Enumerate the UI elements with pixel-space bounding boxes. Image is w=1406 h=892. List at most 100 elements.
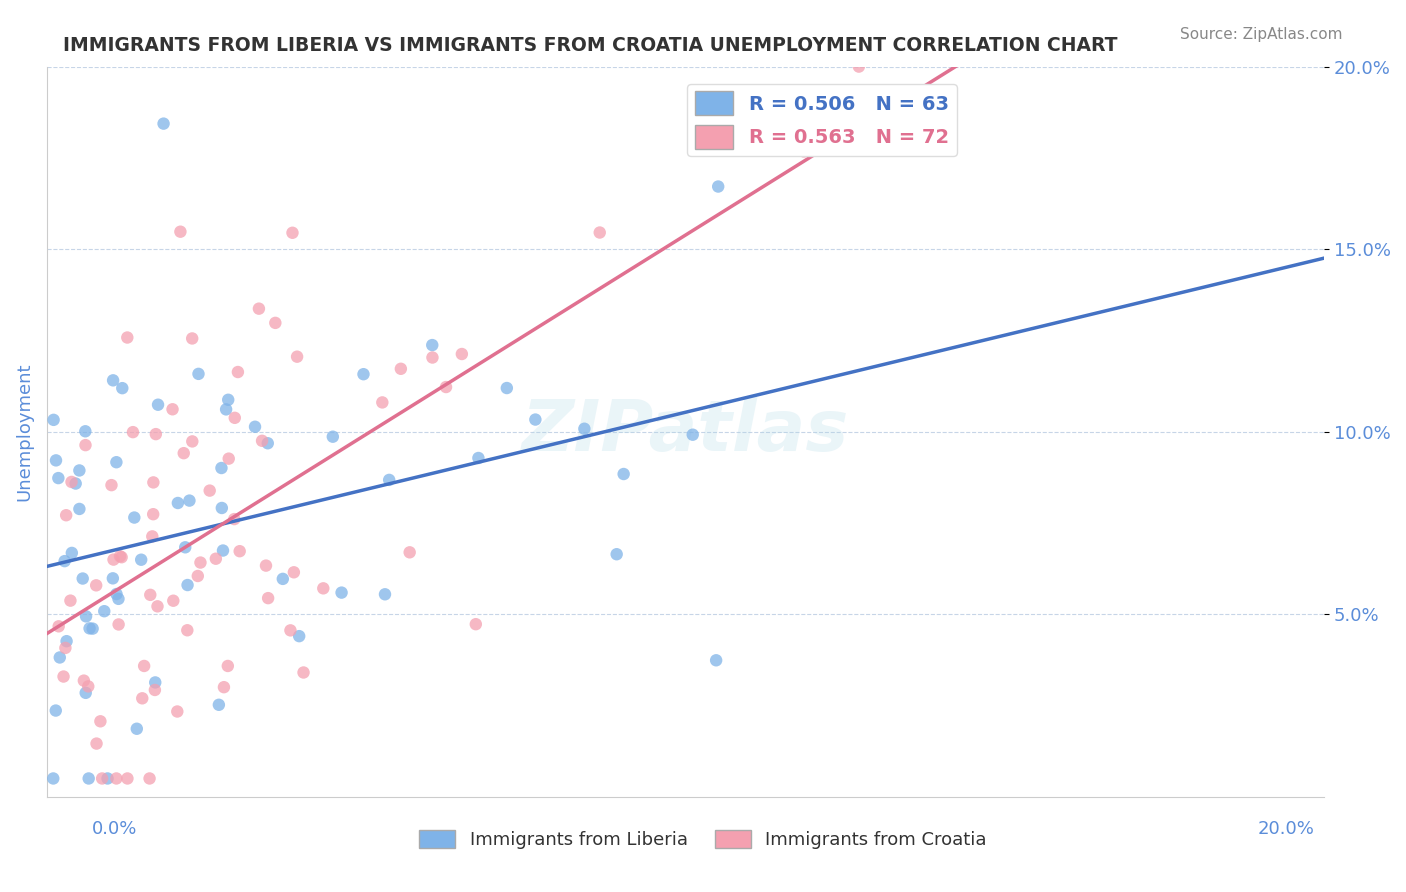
Point [53,554,76,568]
Point [42,772,65,786]
Point [45,453,67,467]
Point [264,316,287,330]
Point [226,365,249,379]
Point [111,381,134,395]
Point [107,617,129,632]
Point [52,669,75,683]
Point [141,529,163,543]
Point [398,545,420,559]
Point [205,551,228,566]
Point [75,609,97,624]
Point [169,225,191,239]
Point [371,395,394,409]
Point [187,569,209,583]
Point [146,398,169,412]
Point [524,412,547,426]
Point [389,361,412,376]
Point [105,455,128,469]
Point [179,493,201,508]
Point [152,117,174,131]
Point [117,772,139,786]
Point [353,367,375,381]
Point [257,591,280,606]
Point [224,410,246,425]
Point [218,451,240,466]
Point [208,698,231,712]
Point [55,640,77,655]
Point [75,424,97,438]
Point [173,446,195,460]
Point [60,546,83,560]
Point [75,438,97,452]
Point [374,587,396,601]
Text: IMMIGRANTS FROM LIBERIA VS IMMIGRANTS FROM CROATIA UNEMPLOYMENT CORRELATION CHAR: IMMIGRANTS FROM LIBERIA VS IMMIGRANTS FR… [63,36,1118,54]
Point [55,634,77,648]
Point [271,572,294,586]
Point [285,350,308,364]
Point [283,566,305,580]
Point [45,704,67,718]
Point [243,419,266,434]
Point [330,585,353,599]
Point [217,392,239,407]
Point [174,541,197,555]
Point [142,507,165,521]
Point [288,629,311,643]
Point [280,624,302,638]
Point [211,461,233,475]
Text: 20.0%: 20.0% [1258,820,1315,838]
Point [122,425,145,439]
Point [143,682,166,697]
Point [108,549,131,564]
Y-axis label: Unemployment: Unemployment [15,362,32,501]
Point [65,476,87,491]
Point [212,543,235,558]
Point [103,552,125,566]
Point [589,226,612,240]
Point [91,772,114,786]
Point [101,373,124,387]
Point [181,331,204,345]
Point [117,330,139,344]
Point [77,772,100,786]
Point [59,593,82,607]
Text: 0.0%: 0.0% [91,820,136,838]
Point [146,599,169,614]
Point [162,593,184,607]
Point [793,145,815,159]
Legend: R = 0.506   N = 63, R = 0.563   N = 72: R = 0.506 N = 63, R = 0.563 N = 72 [686,84,957,156]
Point [73,673,96,688]
Point [124,510,146,524]
Point [89,714,111,729]
Point [176,624,198,638]
Point [105,587,128,601]
Point [162,402,184,417]
Point [707,179,730,194]
Point [224,512,246,526]
Point [93,604,115,618]
Point [49,650,72,665]
Point [181,434,204,449]
Point [254,558,277,573]
Point [55,508,77,523]
Point [256,436,278,450]
Point [139,588,162,602]
Point [84,578,107,592]
Point [100,478,122,492]
Point [125,722,148,736]
Point [86,737,108,751]
Point [79,621,101,635]
Point [134,659,156,673]
Point [82,622,104,636]
Point [67,502,90,516]
Point [250,434,273,448]
Point [131,691,153,706]
Point [48,471,70,485]
Point [187,367,209,381]
Point [312,582,335,596]
Point [606,547,628,561]
Point [67,463,90,477]
Point [215,402,238,417]
Point [212,680,235,694]
Point [105,772,128,786]
